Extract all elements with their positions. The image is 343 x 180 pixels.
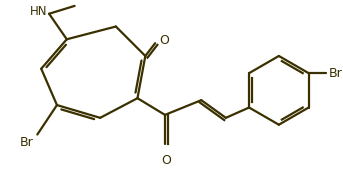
Text: Br: Br xyxy=(328,67,342,80)
Text: O: O xyxy=(161,154,171,167)
Text: HN: HN xyxy=(29,5,47,18)
Text: Br: Br xyxy=(20,136,33,149)
Text: O: O xyxy=(159,34,169,47)
